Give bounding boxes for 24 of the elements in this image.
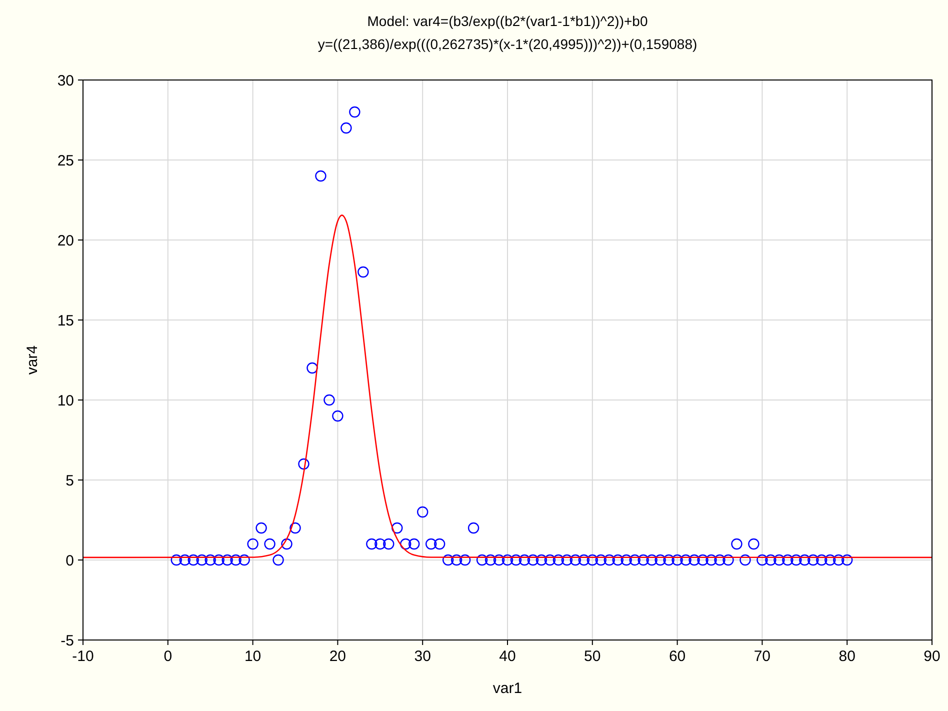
x-tick-label: 20 (329, 648, 346, 665)
x-tick-label: 30 (414, 648, 431, 665)
y-tick-label: 30 (57, 72, 74, 90)
chart-subtitle: y=((21,386)/exp(((0,262735)*(x-1*(20,4995)))^2))+(0,159088) (318, 36, 698, 52)
y-tick-label: 25 (57, 152, 74, 170)
x-tick-label: 60 (668, 648, 686, 665)
x-tick-label: -10 (72, 648, 94, 665)
x-axis-title: var1 (492, 680, 522, 697)
x-tick-label: 40 (499, 648, 516, 665)
x-tick-label: 10 (244, 648, 262, 665)
chart-title: Model: var4=(b3/exp((b2*(var1-1*b1))^2))+b0 (367, 13, 648, 29)
y-axis-title: var4 (24, 345, 41, 375)
y-tick-label: 20 (57, 232, 74, 250)
y-tick-label: 5 (66, 472, 74, 490)
x-tick-label: 90 (924, 648, 940, 665)
y-tick-label: 0 (66, 552, 74, 570)
x-tick-label: 80 (838, 648, 856, 665)
x-tick-label: 0 (164, 648, 172, 665)
y-tick-label: -5 (60, 632, 74, 650)
line-series (83, 214, 932, 558)
x-tick-label: 70 (754, 648, 771, 665)
y-tick-label: 10 (57, 392, 74, 410)
y-tick-label: 15 (57, 312, 74, 330)
x-tick-label: 50 (584, 648, 601, 665)
